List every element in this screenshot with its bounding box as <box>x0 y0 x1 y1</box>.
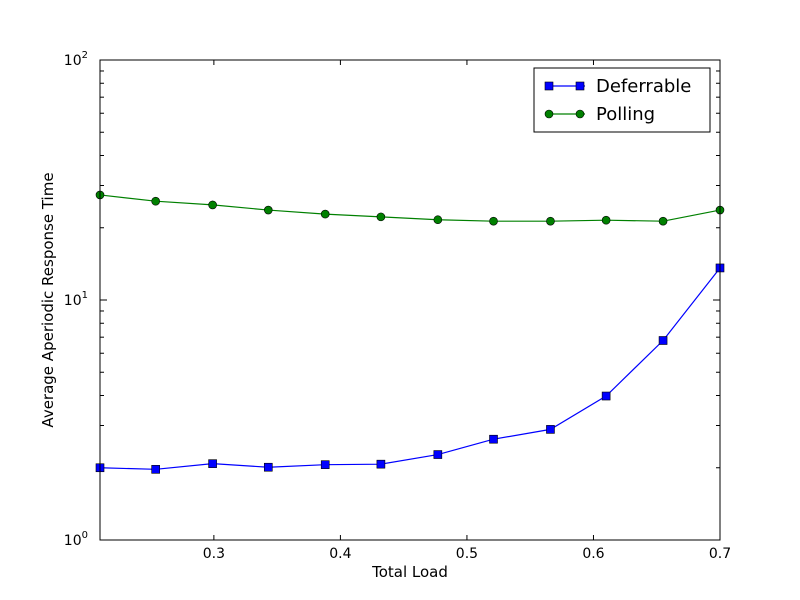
data-point-polling <box>433 215 443 225</box>
legend-entry-polling: Polling <box>544 104 655 125</box>
data-point-polling <box>376 212 386 222</box>
x-tick-label: 0.4 <box>329 546 351 562</box>
data-point-polling <box>151 196 160 206</box>
data-point-deferrable <box>601 391 611 401</box>
x-tick-label: 0.7 <box>709 546 731 562</box>
x-tick-label: 0.5 <box>456 546 478 562</box>
legend-marker-polling <box>575 109 585 119</box>
data-point-deferrable <box>263 462 273 472</box>
legend: Deferrable Polling <box>533 67 711 133</box>
data-point-polling <box>658 216 668 226</box>
data-point-deferrable <box>208 459 217 468</box>
legend-marker-deferrable <box>575 81 585 91</box>
data-point-deferrable <box>433 450 443 459</box>
y-tick-label-base: 10 <box>64 533 82 549</box>
axes-frame <box>99 59 721 541</box>
data-point-deferrable <box>489 434 498 444</box>
data-point-polling <box>320 209 330 219</box>
legend-label-deferrable: Deferrable <box>596 76 691 97</box>
legend-marker-polling <box>544 109 554 119</box>
axes-background <box>100 60 720 540</box>
data-point-deferrable <box>658 336 668 345</box>
series-layer <box>95 190 725 474</box>
legend-frame <box>533 67 711 133</box>
data-point-polling <box>546 216 555 226</box>
series-line-deferrable <box>99 267 721 470</box>
data-point-deferrable <box>151 465 160 474</box>
legend-marker-deferrable <box>544 81 554 91</box>
y-tick-label-exponent: 2 <box>82 50 88 61</box>
data-point-polling <box>489 216 498 226</box>
y-tick-label: 102 <box>64 50 88 69</box>
data-point-deferrable <box>376 459 386 469</box>
y-tick-label-base: 10 <box>64 293 82 309</box>
series-deferrable <box>95 263 725 474</box>
y-tick-label-exponent: 1 <box>82 290 88 301</box>
data-point-polling <box>208 200 217 210</box>
y-tick-label: 100 <box>64 530 88 549</box>
plot-area <box>100 60 720 540</box>
x-tick-label: 0.6 <box>582 546 604 562</box>
data-point-deferrable <box>546 425 555 434</box>
data-point-polling <box>263 205 273 215</box>
data-point-polling <box>601 215 611 225</box>
y-tick-label-exponent: 0 <box>82 530 88 541</box>
x-tick-label: 0.3 <box>203 546 225 562</box>
legend-entry-deferrable: Deferrable <box>544 76 691 97</box>
y-tick-label: 101 <box>64 290 88 309</box>
legend-label-polling: Polling <box>596 104 655 125</box>
y-tick-label-base: 10 <box>64 53 82 69</box>
y-axis-label: Average Aperiodic Response Time <box>39 172 57 427</box>
series-line-polling <box>99 194 721 222</box>
x-axis-label: Total Load <box>371 563 448 581</box>
data-point-deferrable <box>320 460 330 469</box>
